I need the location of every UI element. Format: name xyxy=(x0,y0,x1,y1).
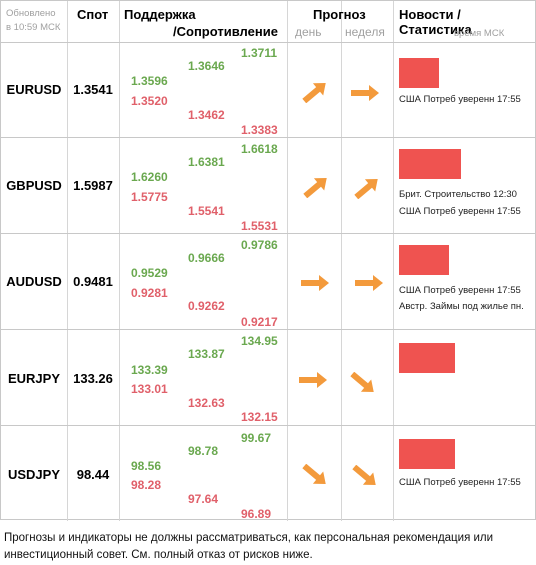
arrow-right-icon xyxy=(299,372,327,388)
spot-price: 1.3541 xyxy=(73,82,113,97)
support-3: 1.5531 xyxy=(241,219,278,233)
pair-name: EURJPY xyxy=(7,371,61,386)
support-3: 132.15 xyxy=(241,410,278,424)
news-item: Австр. Займы под жилье пн. xyxy=(399,301,524,312)
resistance-2: 0.9666 xyxy=(188,251,225,265)
support-1: 1.5775 xyxy=(131,190,168,204)
spot-price: 98.44 xyxy=(76,467,110,482)
arrow-down-right-icon xyxy=(302,464,326,484)
support-2: 1.5541 xyxy=(188,204,225,218)
news-item: США Потреб уверенн 17:55 xyxy=(399,285,521,296)
support-2: 132.63 xyxy=(188,396,225,410)
arrow-down-right-icon xyxy=(350,372,374,392)
support-3: 96.89 xyxy=(241,507,272,521)
spot-header: Спот xyxy=(77,7,109,22)
arrow-right-icon xyxy=(355,275,383,291)
support-header: Поддержка xyxy=(124,7,196,22)
spot-price: 0.9481 xyxy=(73,274,113,289)
resistance-3: 134.95 xyxy=(241,334,278,348)
forecast-table: Обновлено в 10:59 МСК Спот Поддержка /Со… xyxy=(0,0,536,521)
week-header: неделя xyxy=(345,25,385,39)
news-item: США Потреб уверенн 17:55 xyxy=(399,477,521,488)
day-header: день xyxy=(295,25,322,39)
updated-label: Обновлено xyxy=(6,8,56,19)
resistance-2: 133.87 xyxy=(188,347,225,361)
support-3: 0.9217 xyxy=(241,315,278,329)
updated-time: в 10:59 МСК xyxy=(6,22,61,33)
support-2: 1.3462 xyxy=(188,108,225,122)
resistance-2: 1.6381 xyxy=(188,155,225,169)
arrow-right-icon xyxy=(301,275,329,291)
support-3: 1.3383 xyxy=(241,123,278,137)
pair-name: EURUSD xyxy=(6,82,62,97)
news-header: Новости / Статистика xyxy=(399,7,472,37)
pair-name: GBPUSD xyxy=(6,178,62,193)
resistance-3: 0.9786 xyxy=(241,238,278,252)
support-2: 0.9262 xyxy=(188,299,225,313)
pair-name: USDJPY xyxy=(7,467,61,482)
news-item: США Потреб уверенн 17:55 xyxy=(399,206,521,217)
news-bar xyxy=(399,149,461,179)
news-bar xyxy=(399,58,439,88)
support-1: 0.9281 xyxy=(131,286,168,300)
support-1: 1.3520 xyxy=(131,94,168,108)
resistance-1: 133.39 xyxy=(131,363,168,377)
arrow-up-right-icon xyxy=(302,83,326,103)
resistance-1: 98.56 xyxy=(131,459,162,473)
resistance-2: 98.78 xyxy=(188,444,219,458)
forecast-header: Прогноз xyxy=(313,7,366,22)
pair-name: AUDUSD xyxy=(6,274,62,289)
arrow-down-right-icon xyxy=(352,465,376,485)
news-time-note: время МСК xyxy=(454,28,505,39)
resistance-3: 1.3711 xyxy=(241,46,278,60)
spot-price: 1.5987 xyxy=(73,178,113,193)
resistance-3: 1.6618 xyxy=(241,142,278,156)
disclaimer-text: Прогнозы и индикаторы не должны рассматр… xyxy=(4,532,494,561)
support-1: 133.01 xyxy=(131,382,168,396)
news-item: США Потреб уверенн 17:55 xyxy=(399,94,521,105)
arrow-up-right-icon xyxy=(354,179,378,199)
arrow-right-icon xyxy=(351,85,379,101)
news-bar xyxy=(399,343,455,373)
resistance-2: 1.3646 xyxy=(188,59,225,73)
resistance-1: 1.3596 xyxy=(131,74,168,88)
resistance-1: 0.9529 xyxy=(131,266,168,280)
support-1: 98.28 xyxy=(131,478,162,492)
news-bar xyxy=(399,439,455,469)
resistance-header: /Сопротивление xyxy=(173,24,278,39)
news-bar xyxy=(399,245,449,275)
resistance-1: 1.6260 xyxy=(131,170,168,184)
resistance-3: 99.67 xyxy=(241,431,272,445)
spot-price: 133.26 xyxy=(73,371,113,386)
arrow-up-right-icon xyxy=(303,178,327,198)
support-2: 97.64 xyxy=(188,492,219,506)
news-item: Брит. Строительство 12:30 xyxy=(399,189,517,200)
